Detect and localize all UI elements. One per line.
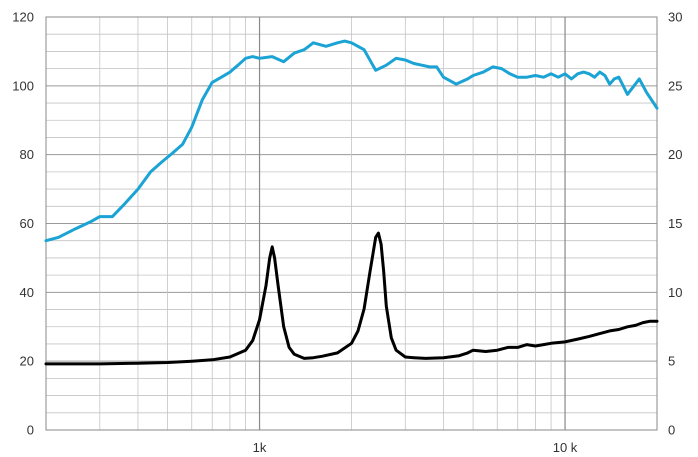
plot-border xyxy=(45,16,658,431)
y-tick-label: 40 xyxy=(20,285,34,300)
x-tick-label: 1k xyxy=(253,440,267,455)
x-tick-label: 10 k xyxy=(553,440,578,455)
y2-tick-label: 15 xyxy=(668,216,682,231)
y2-tick-label: 20 xyxy=(668,147,682,162)
y2-tick-label: 10 xyxy=(668,285,682,300)
series-line-left-axis xyxy=(44,39,659,243)
y-tick-label: 100 xyxy=(12,78,34,93)
y2-tick-label: 0 xyxy=(668,423,675,438)
y-tick-label: 80 xyxy=(20,147,34,162)
y2-tick-label: 5 xyxy=(668,354,675,369)
y-tick-label: 20 xyxy=(20,354,34,369)
y2-tick-label: 25 xyxy=(668,78,682,93)
grid xyxy=(45,16,658,431)
series-layer xyxy=(44,39,659,366)
y-tick-label: 0 xyxy=(27,423,34,438)
tick-labels: 0 20 40 60 80 100 120 0 5 10 15 20 25 30 1k 10 k xyxy=(12,10,682,456)
y2-tick-label: 30 xyxy=(668,10,682,25)
y-tick-label: 60 xyxy=(20,216,34,231)
series-line-right-axis xyxy=(44,231,659,366)
y-tick-label: 120 xyxy=(12,10,34,25)
